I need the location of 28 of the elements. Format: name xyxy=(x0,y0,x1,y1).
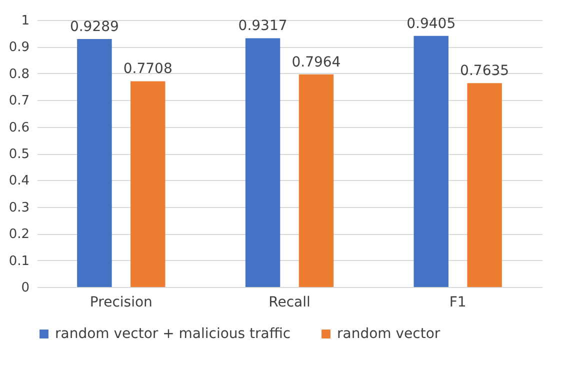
data-label: 0.9405 xyxy=(406,16,456,32)
y-tick-label: 0 xyxy=(21,280,30,296)
bar xyxy=(414,36,448,287)
data-label: 0.7964 xyxy=(292,54,341,70)
y-tick-label: 0.4 xyxy=(8,174,30,189)
data-label: 0.7635 xyxy=(460,63,510,80)
x-tick-label: Recall xyxy=(268,294,310,310)
legend-label: random vector xyxy=(337,326,440,342)
legend-label: random vector + malicious traffic xyxy=(55,326,291,342)
y-tick-label: 0.3 xyxy=(8,200,30,216)
data-label: 0.7708 xyxy=(123,61,172,78)
x-tick-label: Precision xyxy=(90,294,152,310)
y-tick-label: 0.1 xyxy=(8,254,30,269)
y-tick-label: 0.6 xyxy=(8,120,30,136)
bar xyxy=(130,81,166,287)
y-tick-label: 1 xyxy=(21,14,30,28)
bar xyxy=(298,74,334,287)
y-tick-label: 0.2 xyxy=(8,227,30,242)
y-tick-label: 0.5 xyxy=(8,147,30,162)
x-tick-label: F1 xyxy=(449,294,466,310)
bar xyxy=(77,38,112,287)
bar xyxy=(467,83,502,287)
data-label: 0.9317 xyxy=(238,18,288,34)
y-tick-label: 0.8 xyxy=(8,66,30,82)
y-tick-label: 0.7 xyxy=(8,94,30,109)
data-label: 0.9289 xyxy=(70,18,119,35)
bar xyxy=(245,38,280,287)
y-tick-label: 0.9 xyxy=(8,40,30,56)
